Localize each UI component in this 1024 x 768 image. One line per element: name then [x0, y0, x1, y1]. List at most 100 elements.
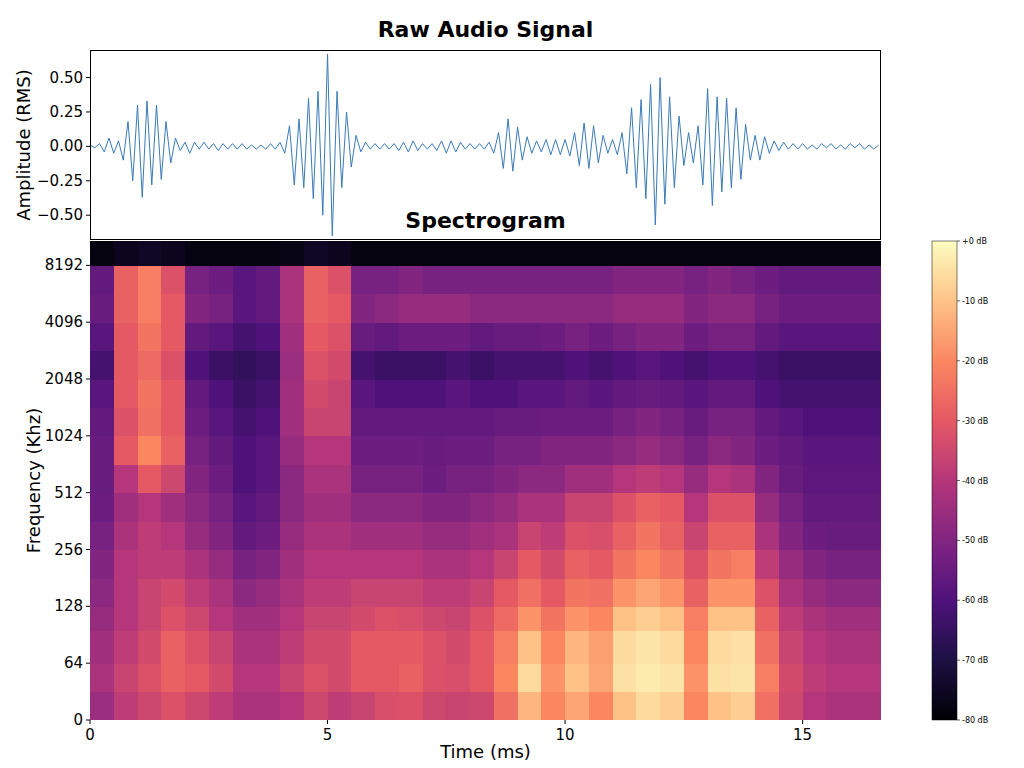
plot-frame — [91, 51, 881, 240]
spectrogram-cell — [826, 606, 850, 630]
x-axis-label: Time (ms) — [439, 741, 531, 762]
spectrogram-cell — [423, 436, 447, 465]
spectrogram-cell — [256, 663, 280, 692]
spectrogram-cell — [114, 493, 138, 522]
spectrogram-cell — [660, 241, 684, 266]
spectrogram-cell — [90, 521, 114, 550]
spectrogram-cell — [90, 630, 114, 664]
spectrogram-cell — [375, 663, 399, 692]
spectrogram-cell — [826, 436, 850, 465]
spectrogram-cell — [161, 241, 185, 266]
spectrogram-cell — [589, 464, 613, 493]
spectrogram-cell — [446, 322, 470, 351]
spectrogram-cell — [233, 379, 257, 408]
spectrogram-cell — [351, 407, 375, 436]
spectrogram-cell — [446, 351, 470, 380]
spectrogram-cell — [304, 407, 328, 436]
spectrogram-cell — [494, 407, 518, 436]
spectrogram-cell — [351, 578, 375, 607]
spectrogram-cell — [256, 578, 280, 607]
spectrogram-cell — [779, 351, 803, 380]
spectrogram-cell — [826, 521, 850, 550]
spectrogram-cell — [518, 241, 542, 266]
spectrogram-cell — [874, 322, 881, 351]
spectrogram-cell — [470, 493, 494, 522]
spectrogram-cell — [233, 351, 257, 380]
spectrogram-cell — [708, 521, 732, 550]
spectrogram-cell — [684, 379, 708, 408]
spectrogram-cell — [874, 493, 881, 522]
spectrogram-cell — [280, 692, 304, 720]
spectrogram-cell — [636, 379, 660, 408]
spectrogram-cell — [708, 241, 732, 266]
spectrogram-cell — [850, 322, 874, 351]
spectrogram-cell — [446, 294, 470, 323]
spectrogram-cell — [399, 630, 423, 664]
spectrogram-cell — [328, 464, 352, 493]
spectrogram-cell — [803, 692, 827, 720]
spectrogram-cell — [660, 630, 684, 664]
spectrogram-cell — [850, 294, 874, 323]
spectrogram-cell — [328, 294, 352, 323]
spectrogram-cell — [304, 493, 328, 522]
spectrogram-cell — [90, 322, 114, 351]
spectrogram-cell — [803, 407, 827, 436]
spectrogram-cell — [138, 578, 162, 607]
spectrogram-cell — [803, 663, 827, 692]
spectrogram-cell — [541, 550, 565, 579]
spectrogram-cell — [541, 493, 565, 522]
spectrogram-cell — [423, 630, 447, 664]
y-tick-label: −0.25 — [37, 172, 83, 190]
spectrogram-cell — [138, 493, 162, 522]
spectrogram-cell — [874, 692, 881, 720]
spectrogram-cell — [138, 630, 162, 664]
spectrogram-cell — [280, 606, 304, 630]
spectrogram-cell — [399, 265, 423, 294]
spectrogram-cell — [114, 521, 138, 550]
spectrogram-cell — [399, 550, 423, 579]
spectrogram-cell — [518, 265, 542, 294]
spectrogram-cell — [874, 630, 881, 664]
spectrogram-cell — [518, 663, 542, 692]
x-tick-label: 5 — [323, 726, 333, 744]
spectrogram-cell — [114, 663, 138, 692]
spectrogram-cell — [351, 379, 375, 408]
spectrogram-cell — [565, 351, 589, 380]
colorbar-tick — [957, 300, 960, 301]
spectrogram-cell — [351, 663, 375, 692]
spectrogram-cell — [351, 550, 375, 579]
spectrogram-cell — [256, 550, 280, 579]
spectrogram-cell — [518, 379, 542, 408]
spectrogram-cell — [541, 464, 565, 493]
spectrogram-cell — [684, 663, 708, 692]
spectrogram-cell — [874, 606, 881, 630]
spectrogram-cell — [755, 521, 779, 550]
spectrogram-cell — [304, 606, 328, 630]
spectrogram-cell — [90, 265, 114, 294]
spectrogram-cell — [446, 521, 470, 550]
colorbar-tick — [957, 241, 960, 242]
spectrogram-cell — [233, 294, 257, 323]
spectrogram-cell — [803, 493, 827, 522]
spectrogram-cell — [328, 265, 352, 294]
y-tick — [86, 435, 90, 436]
spectrogram-cell — [518, 692, 542, 720]
spectrogram-cell — [351, 630, 375, 664]
spectrogram-cell — [470, 407, 494, 436]
spectrogram-cell — [613, 241, 637, 266]
spectrogram-cell — [209, 692, 233, 720]
spectrogram-cell — [684, 550, 708, 579]
spectrogram-cell — [660, 521, 684, 550]
spectrogram-cell — [565, 521, 589, 550]
spectrogram-cell — [755, 663, 779, 692]
spectrogram-cell — [541, 436, 565, 465]
spectrogram-cell — [328, 663, 352, 692]
spectrogram-cell — [826, 241, 850, 266]
spectrogram-cell — [209, 630, 233, 664]
spectrogram-cell — [494, 692, 518, 720]
spectrogram-cell — [613, 550, 637, 579]
colorbar — [932, 241, 957, 720]
spectrogram-cell — [518, 606, 542, 630]
spectrogram-cell — [304, 692, 328, 720]
spectrogram-cell — [636, 521, 660, 550]
